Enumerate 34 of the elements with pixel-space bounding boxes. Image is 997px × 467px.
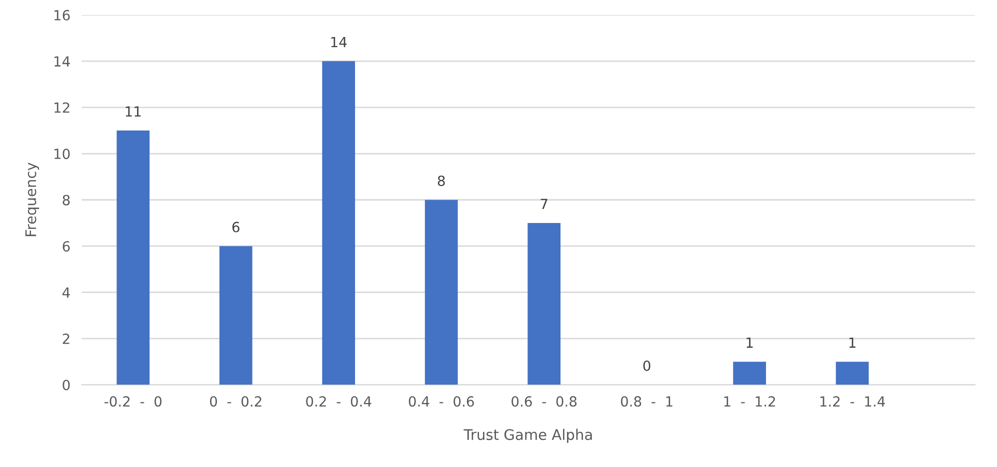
data-label: 8 — [438, 176, 445, 186]
bar — [116, 130, 150, 385]
y-tick-label: 8 — [62, 194, 70, 206]
y-tick-label: 0 — [62, 380, 70, 390]
y-tick-label: 2 — [62, 334, 70, 344]
y-axis-title: Frequency — [25, 162, 40, 236]
bar — [528, 222, 561, 385]
x-tick-label: 1.2 - 1.4 — [820, 396, 885, 406]
x-tick-label: 0.6 - 0.8 — [512, 396, 577, 407]
x-tick-label: 0.8 - 1 — [620, 396, 672, 407]
data-label: 11 — [126, 106, 141, 117]
bar — [733, 362, 766, 385]
y-tick-label: 6 — [62, 241, 70, 252]
bar — [219, 246, 252, 385]
x-tick-label: -0.2 - 0 — [104, 396, 162, 407]
bar — [424, 200, 458, 385]
bar — [322, 61, 356, 385]
y-tick-label: 10 — [54, 148, 70, 160]
x-tick-label: 0 - 0.2 — [210, 396, 262, 407]
y-tick-label: 4 — [62, 287, 70, 298]
data-label: 0 — [643, 360, 650, 372]
x-tick-label: 0.2 - 0.4 — [306, 396, 372, 407]
x-axis-title: Trust Game Alpha — [464, 428, 592, 443]
data-label: 7 — [540, 198, 548, 209]
data-label: 1 — [746, 338, 753, 348]
bar — [836, 362, 869, 385]
data-label: 1 — [849, 338, 856, 348]
data-label: 6 — [232, 222, 240, 232]
y-tick-label: 16 — [54, 10, 70, 20]
data-label: 14 — [331, 37, 347, 48]
y-tick-label: 14 — [54, 56, 70, 66]
y-tick-label: 12 — [54, 102, 70, 113]
x-tick-label: 0.4 - 0.6 — [408, 396, 474, 407]
x-tick-label: 1 - 1.2 — [724, 396, 775, 406]
